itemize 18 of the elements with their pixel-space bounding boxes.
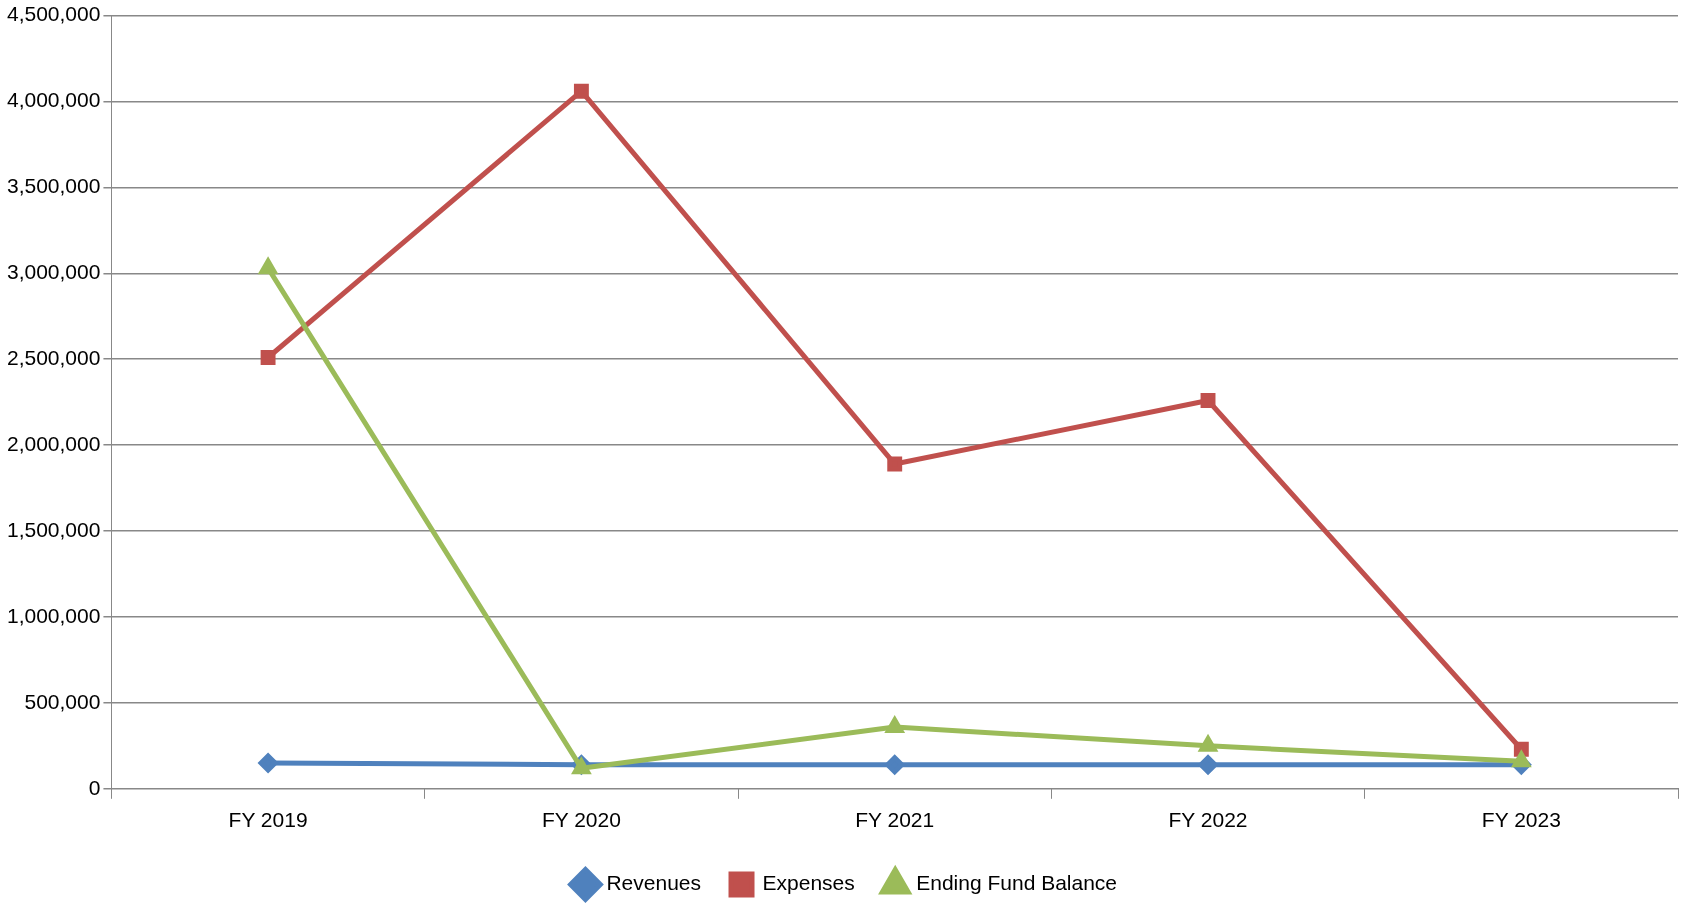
y-tick-label: 1,000,000: [6, 603, 101, 627]
x-tick-label: FY 2020: [541, 808, 621, 832]
y-tick-label: 500,000: [24, 689, 101, 713]
y-tick-label: 3,000,000: [6, 260, 101, 284]
y-tick-label: 4,000,000: [6, 88, 101, 112]
x-tick-label: FY 2021: [855, 808, 935, 832]
y-tick-label: 2,000,000: [6, 431, 101, 455]
y-tick-label: 3,500,000: [6, 174, 101, 198]
y-tick-label: 1,500,000: [6, 517, 101, 541]
legend-label: Revenues: [606, 871, 702, 895]
y-tick-label: 0: [88, 775, 101, 799]
y-tick-label: 4,500,000: [6, 2, 101, 26]
legend-label: Expenses: [762, 871, 855, 895]
x-tick-label: FY 2019: [228, 808, 308, 832]
x-tick-label: FY 2022: [1168, 808, 1248, 832]
x-tick-label: FY 2023: [1481, 808, 1561, 832]
legend-label: Ending Fund Balance: [916, 871, 1118, 895]
y-tick-label: 2,500,000: [6, 346, 101, 370]
